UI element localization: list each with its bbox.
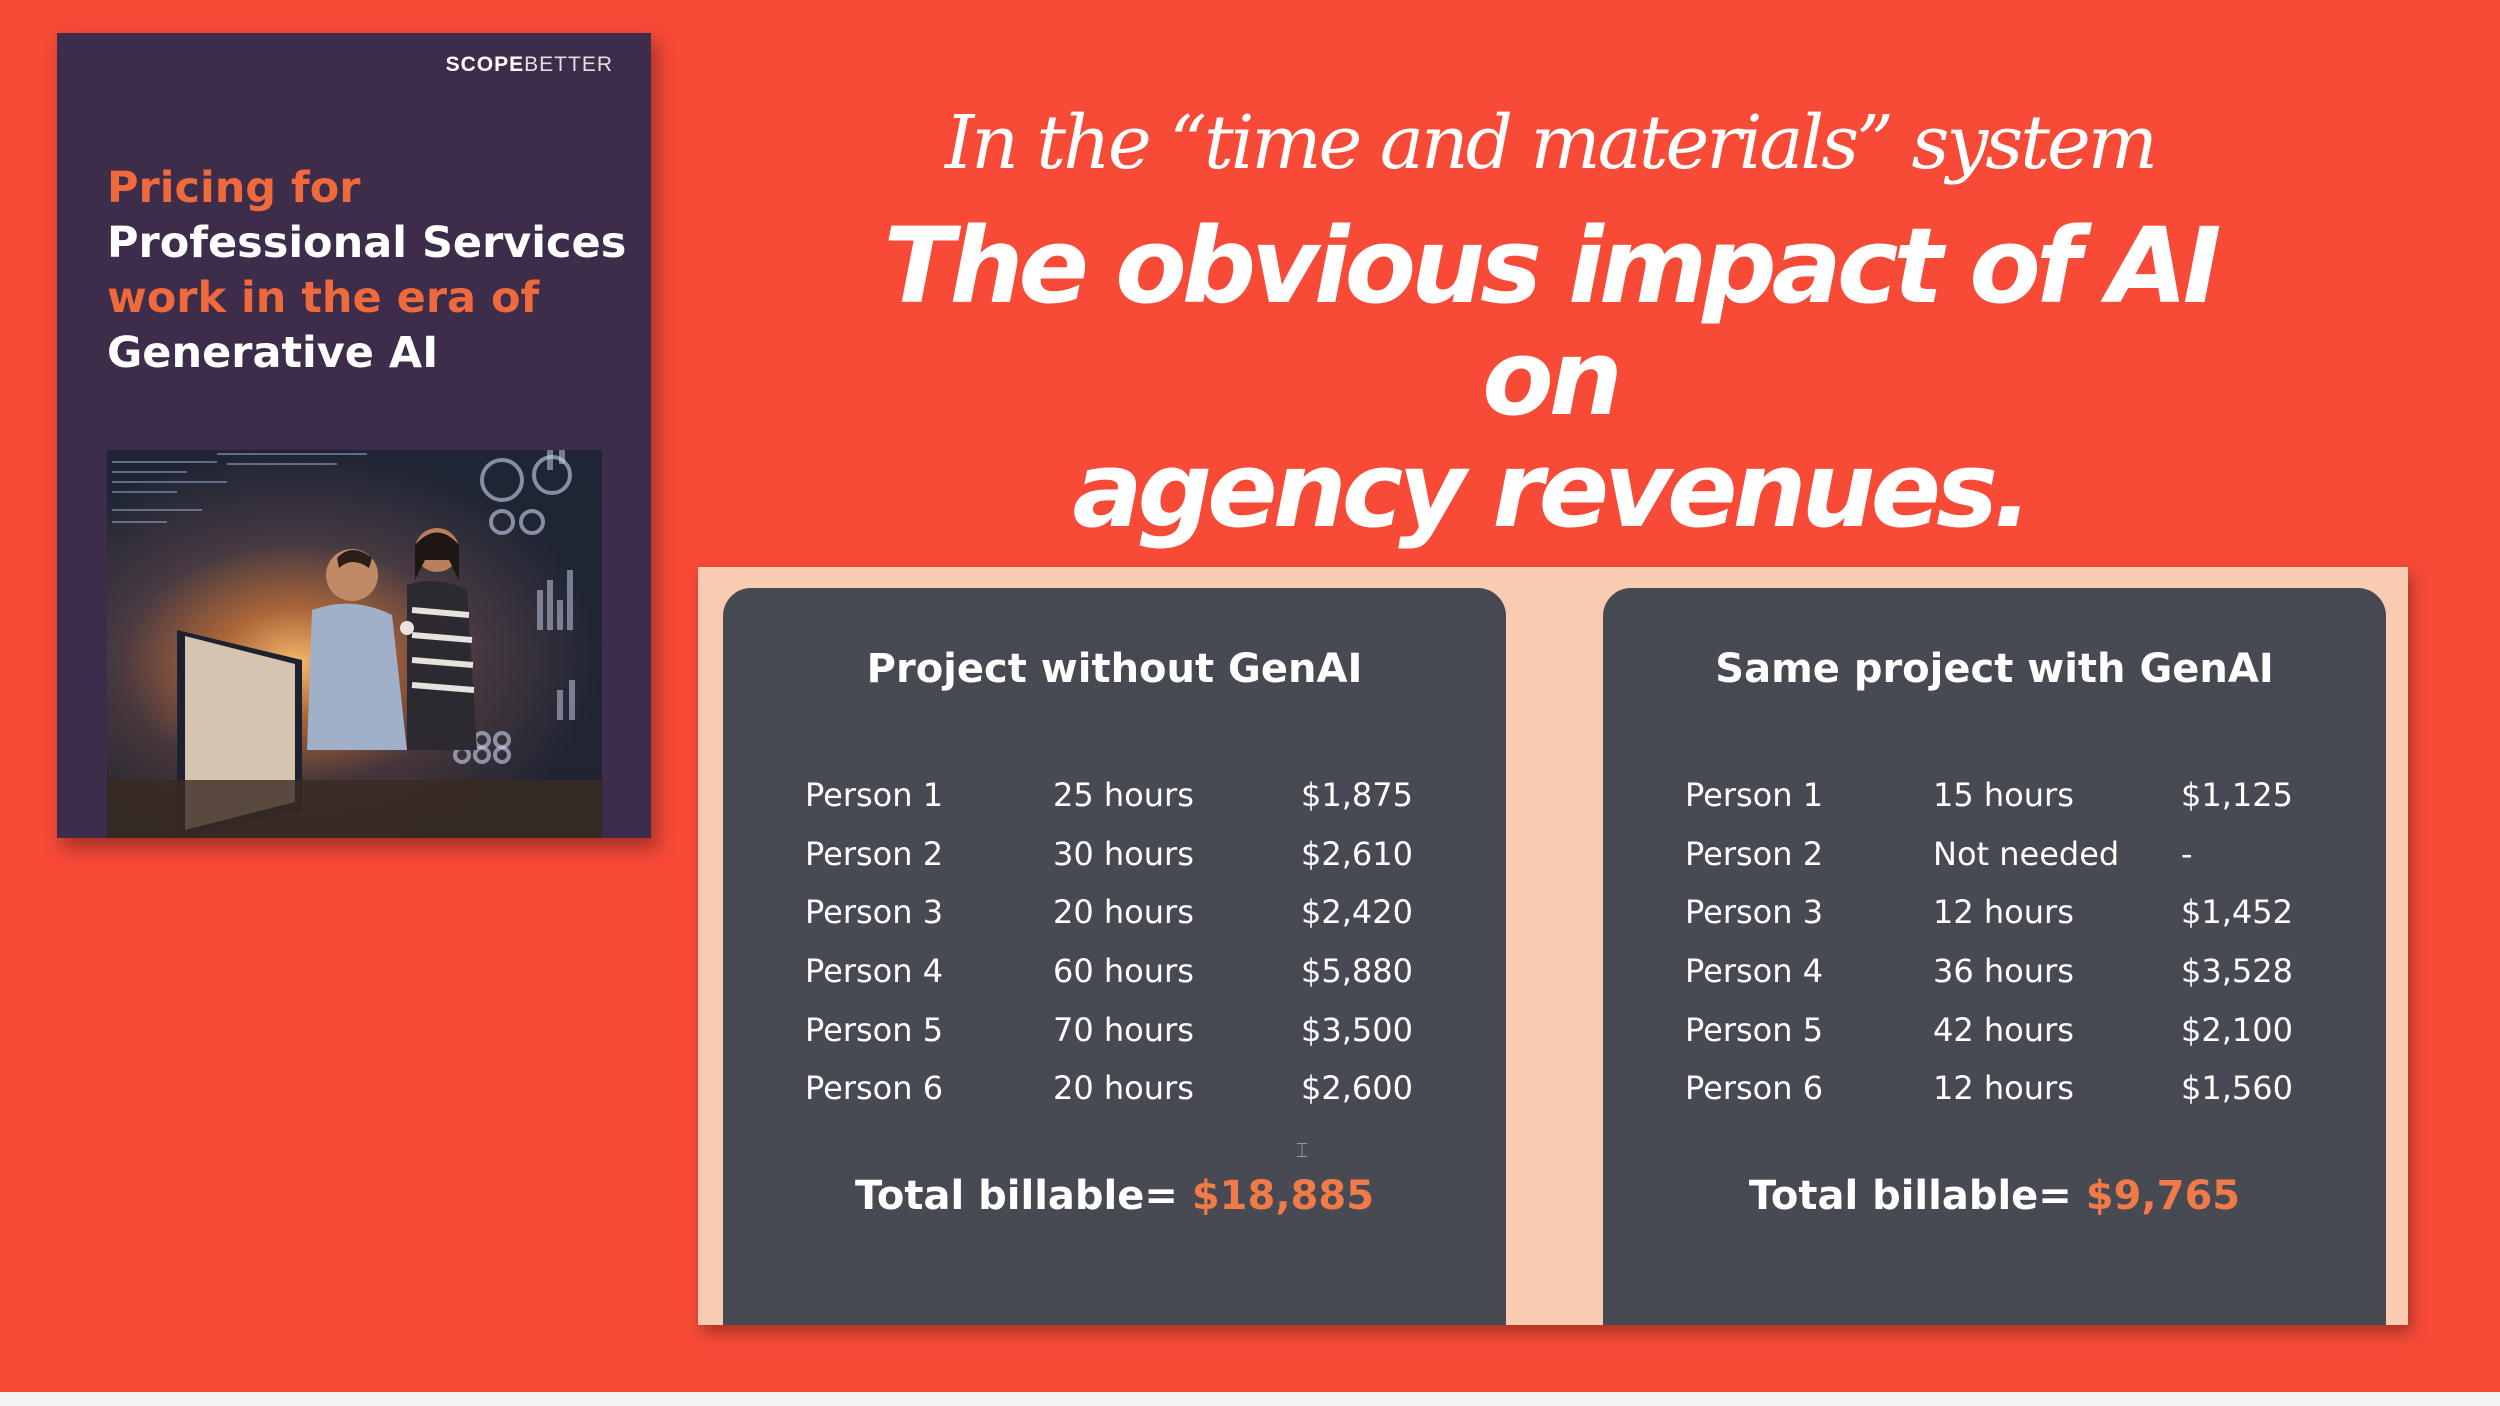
hours-cell: 36 hours <box>1933 952 2074 991</box>
bottom-band <box>0 1392 2500 1406</box>
card-with-genai: Same project with GenAI Person 1 15 hours… <box>1603 588 2386 1325</box>
total-billable: Total billable= $18,885 <box>723 1173 1506 1219</box>
table-row: Person 6 12 hours $1,560 <box>1685 1059 2381 1118</box>
amount-cell: $5,880 <box>1301 952 1413 991</box>
amount-cell: $3,500 <box>1301 1010 1413 1049</box>
person-cell: Person 2 <box>1685 834 1824 873</box>
table-row: Person 2 Not needed - <box>1685 825 2381 884</box>
cover-photo <box>107 450 602 838</box>
amount-cell: $2,610 <box>1301 834 1413 873</box>
cover-title-line: Generative AI <box>107 328 439 378</box>
headline: The obvious impact of AI on agency reven… <box>820 210 2280 546</box>
hours-cell: 12 hours <box>1933 893 2074 932</box>
table-row: Person 1 25 hours $1,875 <box>805 766 1501 825</box>
person-cell: Person 2 <box>805 834 944 873</box>
total-amount: $9,765 <box>2085 1173 2241 1219</box>
person-cell: Person 1 <box>1685 776 1824 815</box>
total-label: Total billable= <box>1748 1173 2072 1219</box>
person-cell: Person 5 <box>1685 1010 1824 1049</box>
hours-cell: 20 hours <box>1053 1069 1194 1108</box>
hours-cell: Not needed <box>1933 834 2120 873</box>
hours-cell: 15 hours <box>1933 776 2074 815</box>
hours-cell: 12 hours <box>1933 1069 2074 1108</box>
total-amount: $18,885 <box>1191 1173 1375 1219</box>
amount-cell: $2,420 <box>1301 893 1413 932</box>
card-title: Same project with GenAI <box>1715 646 2274 692</box>
table-row: Person 3 20 hours $2,420 <box>805 883 1501 942</box>
table-row: Person 4 60 hours $5,880 <box>805 942 1501 1001</box>
card-title: Project without GenAI <box>866 646 1363 692</box>
table-row: Person 4 36 hours $3,528 <box>1685 942 2381 1001</box>
cost-table: Person 1 25 hours $1,875 Person 2 30 hours $… <box>805 766 1501 1118</box>
cover-title-line: work in the era of <box>107 273 540 323</box>
headline-line: agency revenues. <box>1072 429 2032 551</box>
hours-cell: 25 hours <box>1053 776 1194 815</box>
person-cell: Person 3 <box>1685 893 1824 932</box>
table-row: Person 5 70 hours $3,500 <box>805 1000 1501 1059</box>
person-cell: Person 4 <box>805 952 944 991</box>
table-row: Person 5 42 hours $2,100 <box>1685 1000 2381 1059</box>
table-row: Person 1 15 hours $1,125 <box>1685 766 2381 825</box>
headline-line: The obvious impact of AI on <box>883 205 2222 439</box>
cover-title-line: Pricing for <box>107 163 361 213</box>
hours-cell: 42 hours <box>1933 1010 2074 1049</box>
amount-cell: $2,100 <box>2181 1010 2293 1049</box>
person-cell: Person 1 <box>805 776 944 815</box>
subtitle: In the “time and materials” system <box>945 100 2158 186</box>
text-cursor-icon: ⌶ <box>1296 1140 1308 1162</box>
amount-cell: $1,452 <box>2181 893 2293 932</box>
scopebetter-logo: SCOPEBETTER <box>445 53 613 76</box>
person-cell: Person 4 <box>1685 952 1824 991</box>
table-row: Person 2 30 hours $2,610 <box>805 825 1501 884</box>
total-billable: Total billable= $9,765 <box>1603 1173 2386 1219</box>
ebook-cover: SCOPEBETTER Pricing for Professional Ser… <box>57 33 651 838</box>
office-photo-illustration <box>107 450 602 838</box>
person-cell: Person 5 <box>805 1010 944 1049</box>
cover-title: Pricing for Professional Services work i… <box>107 161 627 381</box>
total-label: Total billable= <box>854 1173 1178 1219</box>
card-without-genai: Project without GenAI Person 1 25 hours $1… <box>723 588 1506 1325</box>
amount-cell: - <box>2181 834 2193 873</box>
table-row: Person 6 20 hours $2,600 <box>805 1059 1501 1118</box>
amount-cell: $3,528 <box>2181 952 2293 991</box>
person-cell: Person 6 <box>1685 1069 1824 1108</box>
amount-cell: $2,600 <box>1301 1069 1413 1108</box>
amount-cell: $1,875 <box>1301 776 1413 815</box>
hours-cell: 60 hours <box>1053 952 1194 991</box>
amount-cell: $1,560 <box>2181 1069 2293 1108</box>
person-cell: Person 6 <box>805 1069 944 1108</box>
amount-cell: $1,125 <box>2181 776 2293 815</box>
person-cell: Person 3 <box>805 893 944 932</box>
cover-title-line: Professional Services <box>107 218 627 268</box>
hours-cell: 20 hours <box>1053 893 1194 932</box>
table-row: Person 3 12 hours $1,452 <box>1685 883 2381 942</box>
hours-cell: 30 hours <box>1053 834 1194 873</box>
cost-table: Person 1 15 hours $1,125 Person 2 Not neede… <box>1685 766 2381 1118</box>
hours-cell: 70 hours <box>1053 1010 1194 1049</box>
